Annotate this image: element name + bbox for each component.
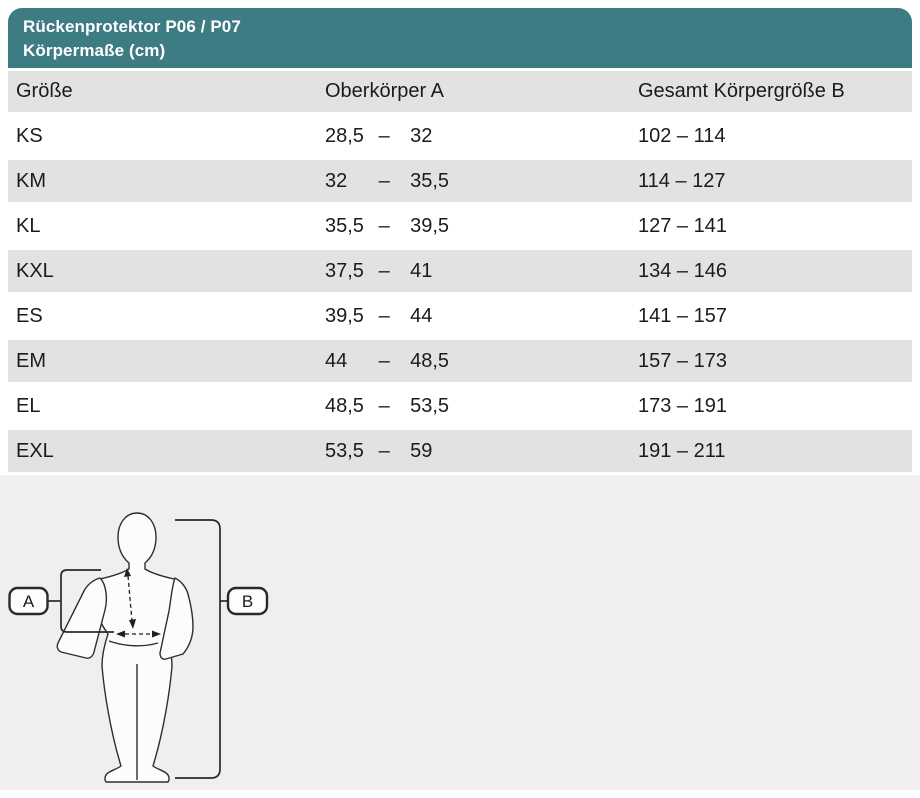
body-figure	[56, 512, 194, 783]
column-header-size: Größe	[16, 80, 73, 102]
koerpergroesse-range-cell: 191 – 211	[638, 439, 726, 462]
size-cell: KS	[16, 124, 43, 147]
koerpergroesse-range-cell: 102 – 114	[638, 124, 726, 147]
table-row: EL 48,5 – 53,5 173 – 191	[8, 385, 912, 427]
range-a-min: 32	[325, 169, 348, 192]
koerpergroesse-range-cell: 141 – 157	[638, 304, 727, 327]
measurement-a-bracket: A	[8, 569, 114, 633]
range-a-separator: –	[378, 169, 390, 192]
waistband-line	[108, 640, 159, 647]
oberkoerper-range-cell: 35,5 – 39,5	[325, 215, 638, 238]
range-a-min: 39,5	[325, 304, 364, 327]
range-a-separator: –	[378, 259, 390, 282]
table-row: KM 32 – 35,5 114 – 127	[8, 160, 912, 202]
oberkoerper-range-cell: 32 – 35,5	[325, 170, 638, 193]
range-a-separator: –	[378, 349, 390, 372]
koerpergroesse-range-cell: 157 – 173	[638, 349, 727, 372]
back-length-dashed-line	[127, 575, 133, 622]
right-arm-outline	[159, 577, 194, 660]
oberkoerper-range-cell: 28,5 – 32	[325, 125, 638, 148]
column-header-row: Größe Oberkörper A Gesamt Körpergröße B	[8, 71, 912, 112]
range-a-max: 44	[410, 304, 433, 327]
oberkoerper-range-cell: 53,5 – 59	[325, 440, 638, 463]
column-header-oberkoerper-a: Oberkörper A	[325, 80, 444, 102]
label-a-text: A	[23, 592, 35, 611]
arrowhead-up-icon	[124, 568, 131, 577]
koerpergroesse-range-cell: 127 – 141	[638, 214, 727, 237]
table-row: KL 35,5 – 39,5 127 – 141	[8, 205, 912, 247]
measurement-b-bracket: B	[175, 519, 269, 779]
label-a-box	[8, 586, 49, 616]
oberkoerper-range-cell: 48,5 – 53,5	[325, 395, 638, 418]
size-chart-page: Rückenprotektor P06 / P07 Körpermaße (cm…	[0, 8, 920, 790]
range-a-min: 44	[325, 349, 348, 372]
size-cell: KM	[16, 169, 46, 192]
label-b-box	[226, 586, 269, 616]
arrowhead-down-icon	[129, 619, 136, 629]
table-subtitle: Körpermaße (cm)	[23, 41, 166, 60]
table-row: KS 28,5 – 32 102 – 114	[8, 115, 912, 157]
range-a-separator: –	[378, 124, 390, 147]
size-cell: EL	[16, 394, 41, 417]
size-cell: KL	[16, 214, 41, 237]
label-b-text: B	[242, 592, 253, 611]
range-a-separator: –	[378, 394, 390, 417]
range-a-separator: –	[378, 439, 390, 462]
left-arm-outline	[56, 577, 108, 659]
table-row: EM 44 – 48,5 157 – 173	[8, 340, 912, 382]
koerpergroesse-range-cell: 114 – 127	[638, 169, 726, 192]
range-a-min: 28,5	[325, 124, 364, 147]
range-a-max: 39,5	[410, 214, 450, 237]
size-cell: KXL	[16, 259, 54, 282]
table-row: ES 39,5 – 44 141 – 157	[8, 295, 912, 337]
range-a-min: 37,5	[325, 259, 364, 282]
range-a-max: 59	[410, 439, 433, 462]
koerpergroesse-range-cell: 134 – 146	[638, 259, 727, 282]
size-table: Rückenprotektor P06 / P07 Körpermaße (cm…	[8, 8, 912, 472]
bracket-b	[175, 519, 221, 779]
size-cell: EXL	[16, 439, 54, 462]
range-a-min: 48,5	[325, 394, 364, 417]
range-a-max: 53,5	[410, 394, 450, 417]
range-a-max: 41	[410, 259, 433, 282]
range-a-max: 32	[410, 124, 433, 147]
table-body: KS 28,5 – 32 102 – 114 KM 32 – 35,5 114 …	[8, 115, 912, 472]
range-a-separator: –	[378, 214, 390, 237]
koerpergroesse-range-cell: 173 – 191	[638, 394, 727, 417]
range-a-min: 53,5	[325, 439, 364, 462]
range-a-separator: –	[378, 304, 390, 327]
measurement-diagram-section: A B	[0, 475, 920, 790]
table-title-bar: Rückenprotektor P06 / P07 Körpermaße (cm…	[8, 8, 912, 68]
size-cell: ES	[16, 304, 43, 327]
arrowhead-left-icon	[116, 630, 125, 638]
measurement-a-arrows	[116, 568, 161, 638]
table-title: Rückenprotektor P06 / P07	[23, 17, 241, 36]
body-measurement-diagram: A B	[8, 512, 269, 783]
oberkoerper-range-cell: 39,5 – 44	[325, 305, 638, 328]
table-row: KXL 37,5 – 41 134 – 146	[8, 250, 912, 292]
table-row: EXL 53,5 – 59 191 – 211	[8, 430, 912, 472]
range-a-max: 48,5	[410, 349, 450, 372]
range-a-max: 35,5	[410, 169, 450, 192]
oberkoerper-range-cell: 44 – 48,5	[325, 350, 638, 373]
column-header-gesamt-koerpergroesse-b: Gesamt Körpergröße B	[638, 80, 845, 102]
arrowhead-right-icon	[152, 630, 161, 638]
size-cell: EM	[16, 349, 46, 372]
oberkoerper-range-cell: 37,5 – 41	[325, 260, 638, 283]
range-a-min: 35,5	[325, 214, 364, 237]
